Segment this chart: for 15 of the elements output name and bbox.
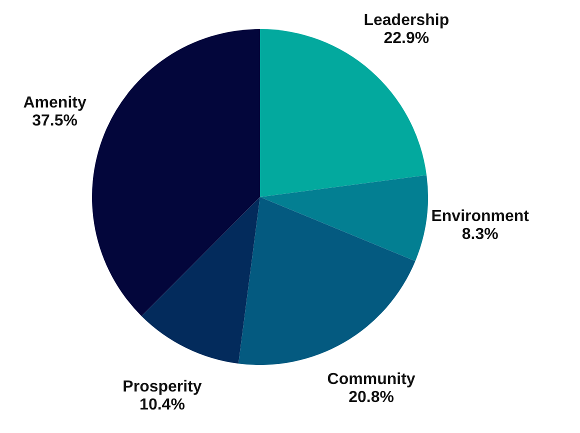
data-label: 8.3% xyxy=(462,226,498,243)
data-label: 37.5% xyxy=(32,112,78,130)
data-label: 20.8% xyxy=(348,389,394,406)
slice-label: Community xyxy=(327,371,416,388)
slice-label: Amenity xyxy=(23,94,86,112)
slice-label: Prosperity xyxy=(122,378,202,396)
data-label: 22.9% xyxy=(384,30,430,48)
data-label: 10.4% xyxy=(140,396,185,414)
pie-slice xyxy=(260,29,427,197)
pie-slice xyxy=(260,175,428,262)
pie-slice xyxy=(238,197,416,365)
pie-slice xyxy=(141,197,260,364)
slice-label: Leadership xyxy=(364,12,450,30)
slice-label: Environment xyxy=(431,208,530,225)
pie-slice xyxy=(92,29,260,316)
